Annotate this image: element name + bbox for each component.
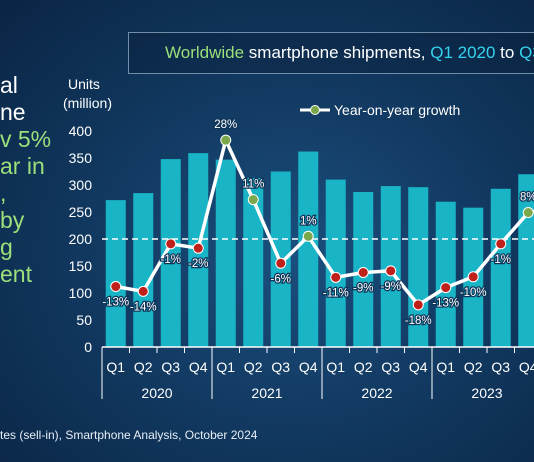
growth-label: 1% <box>300 215 317 227</box>
y-tick-label: 250 <box>69 204 93 220</box>
bar <box>133 193 154 347</box>
title-to: to <box>495 43 520 62</box>
x-tick-label: Q4 <box>299 359 318 375</box>
y-tick-label: 300 <box>69 177 93 193</box>
growth-point <box>522 207 534 219</box>
x-tick-label: Q2 <box>134 359 153 375</box>
growth-point <box>220 134 232 146</box>
title-end-period: Q3 <box>519 43 534 62</box>
x-tick-label: Q4 <box>519 359 534 375</box>
y-tick-label: 0 <box>84 339 92 355</box>
growth-series: -13% -14%-1% -2%28%11%-6%1%-11% -9% -9%-18%-… <box>101 118 534 328</box>
x-tick-label: Q4 <box>409 359 428 375</box>
legend: Year-on-year growth <box>300 102 460 118</box>
source-note: tes (sell-in), Smartphone Analysis, Octo… <box>0 428 258 442</box>
bar <box>325 179 346 347</box>
side-caption-line: v 5% <box>0 126 52 152</box>
growth-label: -1% <box>161 254 181 266</box>
y-tick-label: 350 <box>69 150 93 166</box>
growth-label: 8% <box>520 192 534 204</box>
growth-label: -1% <box>491 254 511 266</box>
growth-point <box>412 299 424 311</box>
growth-label: -13% <box>102 297 129 309</box>
year-label: 2020 <box>141 385 172 401</box>
bars <box>105 151 534 347</box>
growth-label: -14% <box>130 301 157 313</box>
x-tick-label: Q4 <box>189 359 208 375</box>
growth-label: -2% <box>188 258 208 270</box>
growth-label: -13% <box>432 298 459 310</box>
title-start-period: Q1 2020 <box>430 43 496 62</box>
bar <box>298 151 319 347</box>
x-tick-label: Q2 <box>464 359 483 375</box>
legend-marker <box>310 105 320 115</box>
growth-point <box>467 271 479 283</box>
growth-label: -9% <box>381 281 401 293</box>
year-label: 2021 <box>251 385 282 401</box>
growth-point <box>137 285 149 297</box>
title-text: smartphone shipments, <box>244 43 431 62</box>
x-tick-label: Q2 <box>244 359 263 375</box>
growth-label: -11% <box>323 287 349 299</box>
x-tick-label: Q3 <box>381 359 400 375</box>
x-tick-label: Q3 <box>491 359 510 375</box>
growth-label: -6% <box>271 273 291 285</box>
growth-point <box>247 194 259 206</box>
growth-point <box>440 282 452 294</box>
y-tick-label: 50 <box>76 312 92 328</box>
bar <box>215 159 236 347</box>
legend-label: Year-on-year growth <box>334 102 460 118</box>
bar <box>243 177 264 347</box>
side-caption-line: ar in <box>0 153 45 179</box>
side-caption-line: g <box>0 234 13 260</box>
x-tick-label: Q1 <box>326 359 345 375</box>
y-tick-label: 100 <box>69 285 93 301</box>
side-caption-line: , <box>0 180 7 206</box>
growth-label: -18% <box>405 315 432 327</box>
bar <box>435 201 456 347</box>
year-labels: 2020 2021 2022 2023 <box>141 385 502 401</box>
y-axis-title-line2: (million) <box>63 95 112 111</box>
y-axis: 0 50 100 150 200 250 300 350 400 <box>69 123 93 355</box>
x-tick-label: Q1 <box>106 359 125 375</box>
growth-point <box>110 281 122 293</box>
x-tick-label: Q3 <box>271 359 290 375</box>
y-tick-label: 200 <box>69 231 93 247</box>
chart-title: Worldwide smartphone shipments, Q1 2020 … <box>128 32 534 74</box>
growth-point <box>357 266 369 278</box>
x-tick-label: Q2 <box>354 359 373 375</box>
growth-label: -9% <box>353 282 373 294</box>
x-tick-label: Q1 <box>436 359 455 375</box>
y-tick-label: 150 <box>69 258 93 274</box>
growth-label: 28% <box>214 119 237 131</box>
side-caption-line: by <box>0 207 25 233</box>
side-caption-line: ne <box>0 99 26 125</box>
growth-point <box>385 265 397 277</box>
growth-point <box>330 271 342 283</box>
growth-point <box>275 257 287 269</box>
y-tick-label: 400 <box>69 123 93 139</box>
bar <box>490 188 511 347</box>
growth-point <box>165 238 177 250</box>
y-axis-title-line1: Units <box>68 76 100 92</box>
year-label: 2023 <box>471 385 502 401</box>
growth-label: 11% <box>242 179 264 191</box>
side-caption-line: al <box>0 72 18 98</box>
growth-point <box>495 238 507 250</box>
bar <box>105 200 126 347</box>
x-axis <box>101 346 534 399</box>
x-tick-label: Q1 <box>216 359 235 375</box>
x-tick-label: Q3 <box>161 359 180 375</box>
side-caption-line: ent <box>0 261 32 287</box>
x-tick-labels: Q1Q2Q3Q4Q1Q2Q3Q4Q1Q2Q3Q4Q1Q2Q3Q4Q1 <box>106 359 534 375</box>
bar <box>160 159 181 347</box>
year-label: 2022 <box>361 385 392 401</box>
growth-label: -10% <box>460 287 487 299</box>
side-caption: al ne v 5% ar in , by g ent <box>0 72 64 288</box>
title-worldwide: Worldwide <box>165 43 245 62</box>
growth-point <box>192 242 204 254</box>
growth-point <box>302 230 314 242</box>
